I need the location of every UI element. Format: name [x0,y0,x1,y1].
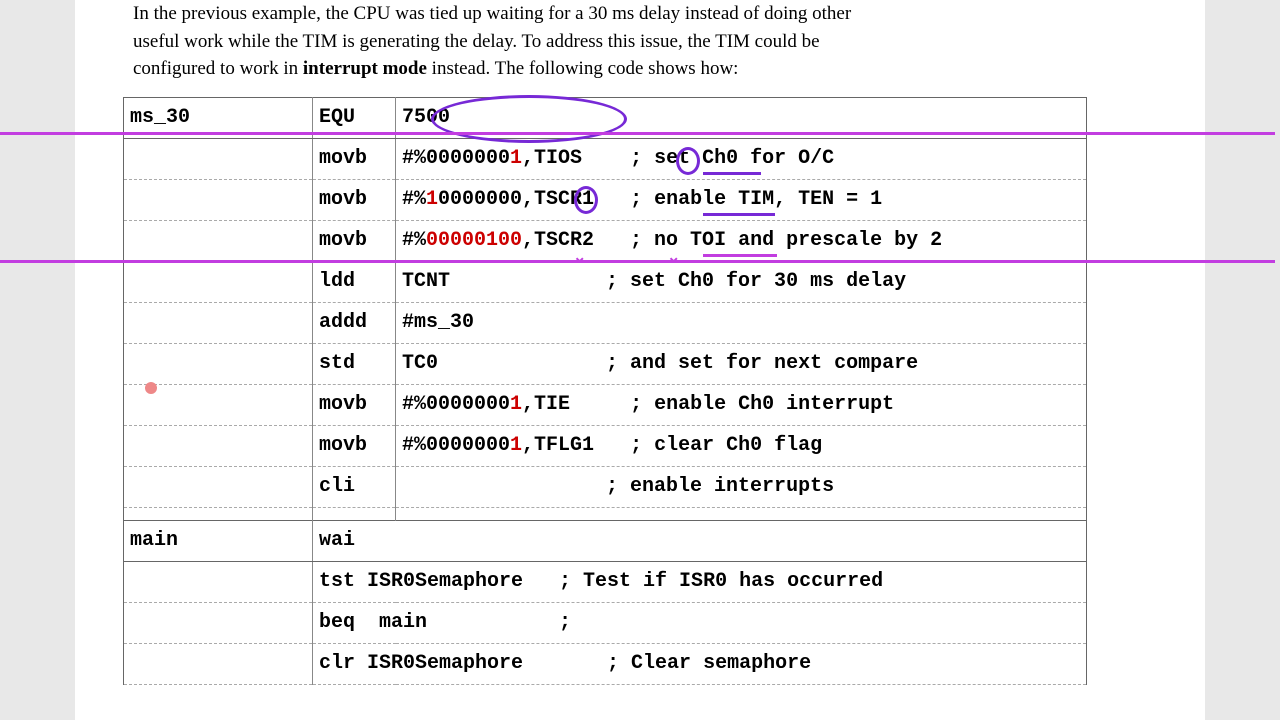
wide-cell: clr ISR0Semaphore ; Clear semaphore [313,643,1087,684]
table-row: movb#%00000001,TIOS ; set Ch0 for O/C [124,138,1087,179]
operand-cell: TC0 ; and set for next compare [396,343,1087,384]
table-row: lddTCNT ; set Ch0 for 30 ms delay [124,261,1087,302]
label-cell [124,302,313,343]
label-cell [124,425,313,466]
intro-bold: interrupt mode [303,58,427,79]
mnemonic-cell: cli [313,466,396,507]
intro-line3a: configured to work in [133,58,303,79]
label-cell: main [124,520,313,561]
mnemonic-cell: ldd [313,261,396,302]
label-cell [124,220,313,261]
table-row: movb#%00000001,TFLG1 ; clear Ch0 flag [124,425,1087,466]
label-cell [124,343,313,384]
operand-cell: #%00000001,TIE ; enable Ch0 interrupt [396,384,1087,425]
mnemonic-cell: std [313,343,396,384]
operand-cell: TCNT ; set Ch0 for 30 ms delay [396,261,1087,302]
label-cell: ms_30 [124,97,313,138]
operand-cell: #ms_30 [396,302,1087,343]
intro-line3b: instead. The following code shows how: [427,58,739,79]
table-row: cli ; enable interrupts [124,466,1087,507]
table-row [124,507,1087,520]
label-cell [124,138,313,179]
table-row: stdTC0 ; and set for next compare [124,343,1087,384]
operand-cell: #%10000000,TSCR1 ; enable TIM, TEN = 1 [396,179,1087,220]
table-row: addd#ms_30 [124,302,1087,343]
label-cell [124,602,313,643]
table-row: mainwai [124,520,1087,561]
operand-cell: 7500 [396,97,1087,138]
operand-cell [396,507,1087,520]
operand-cell: #%00000100,TSCR2 ; no TOI and prescale b… [396,220,1087,261]
mnemonic-cell [313,507,396,520]
label-cell [124,643,313,684]
mnemonic-cell: movb [313,220,396,261]
label-cell [124,466,313,507]
wide-cell: tst ISR0Semaphore ; Test if ISR0 has occ… [313,561,1087,602]
intro-line2: useful work while the TIM is generating … [133,31,820,52]
table-row: movb#%00000100,TSCR2 ; no TOI and presca… [124,220,1087,261]
operand-cell: #%00000001,TFLG1 ; clear Ch0 flag [396,425,1087,466]
table-row: movb#%10000000,TSCR1 ; enable TIM, TEN =… [124,179,1087,220]
mnemonic-cell: movb [313,425,396,466]
intro-text: In the previous example, the CPU was tie… [113,0,1167,97]
wide-cell: wai [313,520,1087,561]
table-row: clr ISR0Semaphore ; Clear semaphore [124,643,1087,684]
mnemonic-cell: movb [313,138,396,179]
table-row: ms_30EQU7500 [124,97,1087,138]
laser-dot [145,382,157,394]
operand-cell: #%00000001,TIOS ; set Ch0 for O/C [396,138,1087,179]
mnemonic-cell: movb [313,384,396,425]
table-row: movb#%00000001,TIE ; enable Ch0 interrup… [124,384,1087,425]
label-cell [124,507,313,520]
label-cell [124,179,313,220]
label-cell [124,561,313,602]
label-cell [124,261,313,302]
mnemonic-cell: movb [313,179,396,220]
intro-line1: In the previous example, the CPU was tie… [133,3,851,24]
mnemonic-cell: EQU [313,97,396,138]
mnemonic-cell: addd [313,302,396,343]
operand-cell: ; enable interrupts [396,466,1087,507]
code-table: ms_30EQU7500movb#%00000001,TIOS ; set Ch… [123,97,1087,685]
table-row: tst ISR0Semaphore ; Test if ISR0 has occ… [124,561,1087,602]
wide-cell: beq main ; [313,602,1087,643]
table-row: beq main ; [124,602,1087,643]
